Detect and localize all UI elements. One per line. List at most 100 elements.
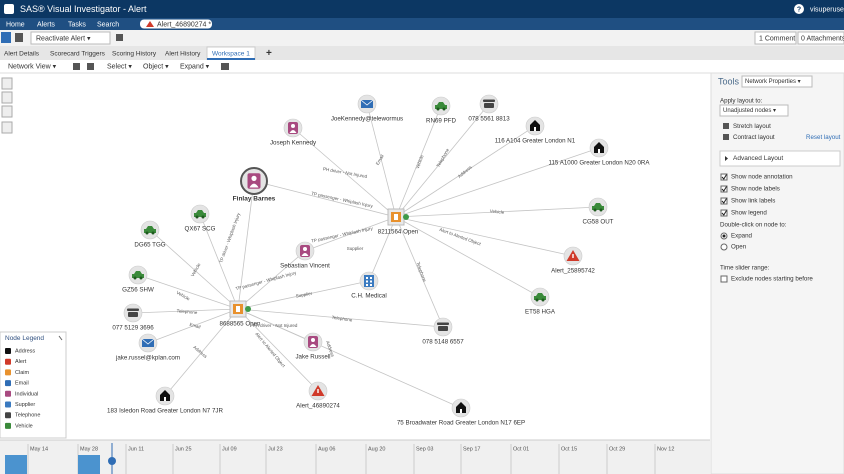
radio-label[interactable]: Open — [731, 244, 747, 251]
node-label: QX67 SCG — [185, 226, 216, 233]
timeline-label: Oct 15 — [561, 446, 577, 452]
checkbox[interactable] — [720, 173, 728, 181]
view-icon[interactable] — [87, 63, 94, 70]
node[interactable] — [303, 332, 323, 352]
node[interactable] — [140, 220, 160, 240]
timeline-label: Aug 20 — [368, 446, 385, 452]
timeline-label: Sep 03 — [416, 446, 433, 452]
node[interactable] — [138, 333, 158, 353]
contract-button[interactable]: Contract layout — [733, 134, 775, 141]
node[interactable] — [155, 386, 175, 406]
menu-item[interactable]: Search — [97, 21, 119, 28]
checkbox-label[interactable]: Exclude nodes starting before — [731, 276, 813, 283]
checkbox-label[interactable]: Show node labels — [731, 186, 780, 193]
checkbox[interactable] — [720, 197, 728, 205]
reset-link[interactable]: Reset layout — [806, 134, 841, 141]
stretch-button[interactable]: Stretch layout — [733, 123, 771, 130]
node[interactable] — [451, 398, 471, 418]
node[interactable] — [588, 197, 608, 217]
title-bar — [0, 0, 844, 18]
expand-menu[interactable]: Expand ▾ — [180, 63, 210, 70]
body — [249, 183, 259, 188]
tab[interactable]: Alert Details — [4, 51, 40, 58]
user-name[interactable]: visuperuser — [810, 6, 844, 13]
zoom-button[interactable] — [1, 91, 13, 104]
tab[interactable]: Scoring History — [112, 51, 157, 58]
help-icon[interactable] — [794, 4, 804, 14]
link-label: Vehicle — [190, 262, 202, 277]
reactivate-label[interactable]: Reactivate Alert ▾ — [36, 35, 91, 42]
radio-label[interactable]: Expand — [731, 233, 753, 240]
node[interactable] — [283, 118, 303, 138]
help-text[interactable]: ? — [797, 6, 801, 13]
menu-item[interactable]: Alerts — [37, 21, 55, 28]
reactivate-button[interactable] — [30, 31, 111, 45]
node[interactable] — [357, 94, 377, 114]
node[interactable] — [479, 94, 499, 114]
node[interactable] — [563, 246, 583, 266]
menu-item[interactable]: Tasks — [68, 21, 86, 28]
checkbox[interactable] — [720, 209, 728, 217]
select-menu[interactable]: Select ▾ — [107, 63, 132, 70]
node[interactable] — [240, 167, 268, 195]
window — [370, 284, 372, 286]
node-label: 078 5561 8813 — [468, 116, 510, 123]
supplier-icon — [364, 275, 374, 287]
door — [460, 409, 462, 413]
legend-swatch — [5, 380, 11, 387]
node[interactable] — [359, 271, 379, 291]
node[interactable] — [431, 96, 451, 116]
comment-button[interactable] — [754, 31, 797, 45]
open-tab[interactable] — [140, 19, 212, 29]
window — [366, 277, 368, 279]
tab[interactable]: Workspace 1 — [212, 51, 250, 58]
checkbox-label[interactable]: Show node annotation — [731, 174, 793, 181]
checkbox[interactable] — [720, 275, 728, 283]
add-tab[interactable]: + — [266, 48, 272, 59]
properties-dropdown[interactable] — [741, 75, 813, 88]
node[interactable] — [433, 317, 453, 337]
grid-button[interactable] — [116, 34, 123, 41]
node[interactable] — [589, 138, 609, 158]
menu-item[interactable]: Home — [6, 21, 25, 28]
save-button[interactable] — [15, 33, 23, 42]
advanced-box[interactable] — [719, 150, 841, 167]
list-icon[interactable] — [221, 63, 229, 70]
wheel — [541, 298, 545, 302]
view-icon[interactable] — [73, 63, 80, 70]
attachments-label[interactable]: 0 Attachments — [801, 35, 844, 42]
attach-button[interactable] — [797, 31, 844, 45]
node[interactable] — [530, 287, 550, 307]
layout-dropdown[interactable] — [719, 104, 789, 117]
node[interactable] — [128, 265, 148, 285]
radio[interactable] — [720, 243, 728, 251]
properties-dropdown-label[interactable]: Network Properties ▾ — [745, 79, 801, 85]
view-dropdown[interactable]: Network View ▾ — [8, 63, 57, 70]
tab[interactable]: Alert History — [165, 51, 201, 58]
node[interactable] — [387, 208, 409, 226]
node[interactable] — [308, 381, 328, 401]
node[interactable] — [123, 303, 143, 323]
legend-item: Email — [15, 381, 29, 387]
advanced-layout[interactable]: Advanced Layout — [733, 155, 783, 162]
object-menu[interactable]: Object ▾ — [143, 63, 169, 70]
node[interactable] — [295, 241, 315, 261]
link — [237, 180, 255, 310]
tab[interactable]: Scorecard Triggers — [50, 51, 106, 58]
zoom-button[interactable] — [1, 77, 13, 90]
node[interactable] — [525, 116, 545, 136]
open-tab-label[interactable]: Alert_46890274 * — [157, 21, 211, 28]
tool-button[interactable] — [1, 32, 11, 43]
checkbox[interactable] — [720, 185, 728, 193]
node[interactable] — [190, 204, 210, 224]
node-label: Jake Russell — [295, 354, 330, 361]
zoom-button[interactable] — [1, 105, 13, 118]
node[interactable] — [229, 300, 251, 318]
slider-handle[interactable] — [108, 457, 116, 465]
zoom-button[interactable] — [1, 121, 13, 134]
checkbox-label[interactable]: Show legend — [731, 210, 767, 217]
checkbox-label[interactable]: Show link labels — [731, 198, 775, 205]
layout-dropdown-label[interactable]: Unadjusted nodes ▾ — [723, 108, 776, 114]
comments-label[interactable]: 1 Comment — [759, 35, 795, 42]
